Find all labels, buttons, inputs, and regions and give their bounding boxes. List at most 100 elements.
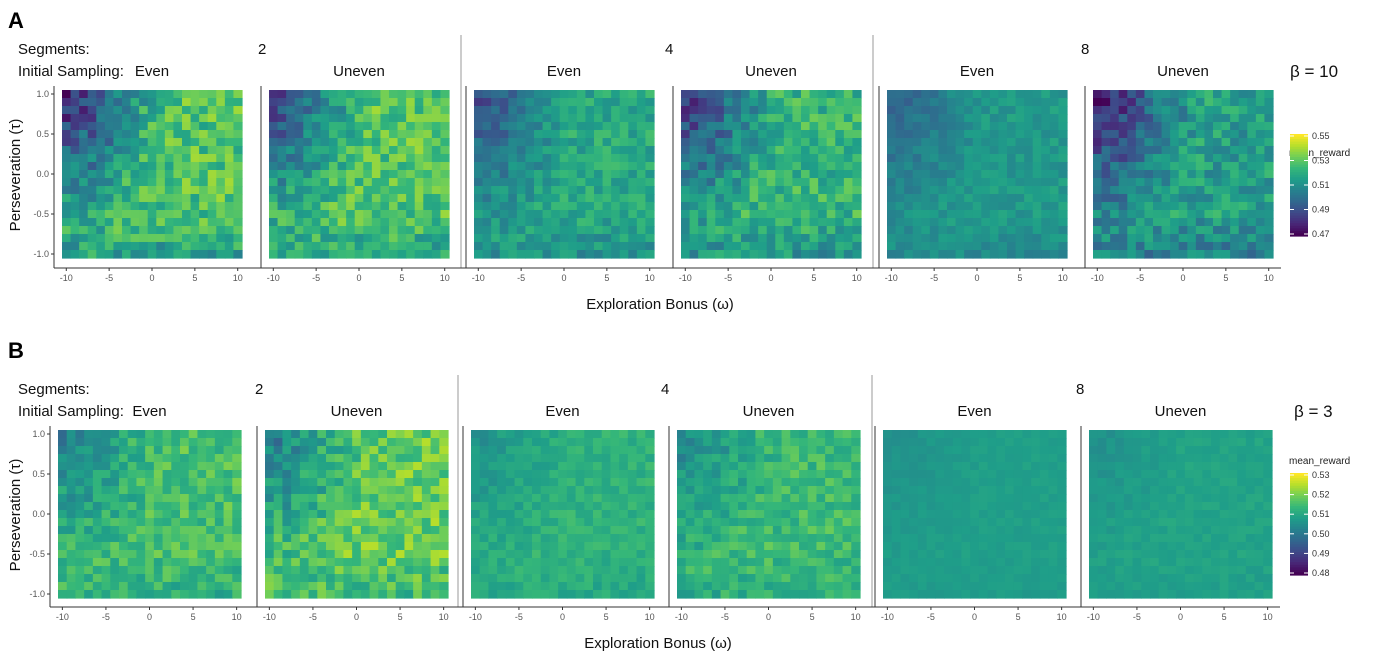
heatmap-cell: [1153, 130, 1162, 139]
heatmap-cell: [1119, 234, 1128, 243]
heatmap-cell: [835, 226, 844, 235]
heatmap-cell: [329, 130, 338, 139]
heatmap-cell: [208, 154, 217, 163]
heatmap-cell: [619, 550, 628, 559]
segments-value-8: 8: [1081, 41, 1089, 58]
heatmap-cell: [396, 470, 405, 479]
heatmap-cell: [852, 130, 861, 139]
heatmap-cell: [610, 518, 619, 527]
heatmap-cell: [896, 170, 905, 179]
heatmap-cell: [113, 146, 122, 155]
heatmap-cell: [233, 170, 242, 179]
heatmap-cell: [1024, 146, 1033, 155]
heatmap-cell: [610, 574, 619, 583]
heatmap-cell: [471, 478, 480, 487]
heatmap-cell: [291, 542, 300, 551]
heatmap-cell: [1058, 242, 1067, 251]
heatmap-cell: [558, 510, 567, 519]
heatmap-cell: [602, 494, 611, 503]
heatmap-cell: [619, 462, 628, 471]
heatmap-cell: [1179, 130, 1188, 139]
heatmap-cell: [84, 526, 93, 535]
heatmap-cell: [1033, 250, 1042, 259]
heatmap-cell: [1264, 162, 1273, 171]
heatmap-cell: [560, 210, 569, 219]
heatmap-cell: [406, 202, 415, 211]
heatmap-cell: [165, 162, 174, 171]
heatmap-cell: [541, 502, 550, 511]
heatmap-cell: [197, 542, 206, 551]
heatmap-cell: [136, 550, 145, 559]
heatmap-cell: [1005, 478, 1014, 487]
heatmap-cell: [378, 502, 387, 511]
heatmap-cell: [764, 566, 773, 575]
heatmap-cell: [274, 558, 283, 567]
heatmap-cell: [990, 106, 999, 115]
heatmap-cell: [75, 454, 84, 463]
heatmap-cell: [921, 242, 930, 251]
heatmap-cell: [904, 146, 913, 155]
heatmap-cell: [404, 470, 413, 479]
heatmap-cell: [799, 590, 808, 599]
heatmap-cell: [165, 114, 174, 123]
heatmap-cell: [422, 574, 431, 583]
heatmap-cell: [303, 242, 312, 251]
heatmap-cell: [191, 122, 200, 131]
heatmap-cell: [741, 106, 750, 115]
heatmap-cell: [773, 518, 782, 527]
heatmap-cell: [380, 194, 389, 203]
heatmap-cell: [303, 210, 312, 219]
heatmap-cell: [551, 162, 560, 171]
heatmap-cell: [1007, 234, 1016, 243]
heatmap-cell: [792, 242, 801, 251]
heatmap-cell: [525, 122, 534, 131]
heatmap-cell: [844, 130, 853, 139]
heatmap-cell: [431, 566, 440, 575]
heatmap-cell: [171, 550, 180, 559]
heatmap-cell: [1247, 154, 1256, 163]
heatmap-cell: [1213, 202, 1222, 211]
heatmap-cell: [439, 574, 448, 583]
heatmap-cell: [471, 558, 480, 567]
heatmap-cell: [122, 146, 131, 155]
heatmap-cell: [265, 446, 274, 455]
heatmap-cell: [611, 130, 620, 139]
heatmap-cell: [1153, 210, 1162, 219]
heatmap-cell: [551, 250, 560, 259]
heatmap-cell: [335, 558, 344, 567]
heatmap-cell: [603, 146, 612, 155]
heatmap-cell: [1213, 122, 1222, 131]
heatmap-cell: [1007, 226, 1016, 235]
heatmap-cell: [944, 470, 953, 479]
heatmap-cell: [938, 202, 947, 211]
heatmap-cell: [790, 518, 799, 527]
heatmap-cell: [551, 122, 560, 131]
heatmap-cell: [286, 90, 295, 99]
heatmap-cell: [844, 210, 853, 219]
heatmap-cell: [156, 130, 165, 139]
heatmap-cell: [1136, 146, 1145, 155]
heatmap-cell: [1057, 542, 1066, 551]
heatmap-cell: [758, 130, 767, 139]
heatmap-cell: [84, 446, 93, 455]
heatmap-cell: [1007, 218, 1016, 227]
heatmap-cell: [361, 574, 370, 583]
heatmap-cell: [182, 122, 191, 131]
heatmap-cell: [1102, 162, 1111, 171]
heatmap-cell: [282, 510, 291, 519]
heatmap-cell: [199, 114, 208, 123]
heatmap-cell: [1007, 106, 1016, 115]
heatmap-cell: [171, 454, 180, 463]
heatmap-cell: [818, 98, 827, 107]
heatmap-cell: [326, 526, 335, 535]
heatmap-cell: [372, 186, 381, 195]
heatmap-cell: [423, 122, 432, 131]
heatmap-cell: [1136, 202, 1145, 211]
heatmap-cell: [1196, 106, 1205, 115]
heatmap-cell: [1119, 154, 1128, 163]
heatmap-cell: [782, 590, 791, 599]
heatmap-cell: [792, 122, 801, 131]
heatmap-cell: [148, 114, 157, 123]
heatmap-cell: [835, 202, 844, 211]
heatmap-cell: [990, 226, 999, 235]
